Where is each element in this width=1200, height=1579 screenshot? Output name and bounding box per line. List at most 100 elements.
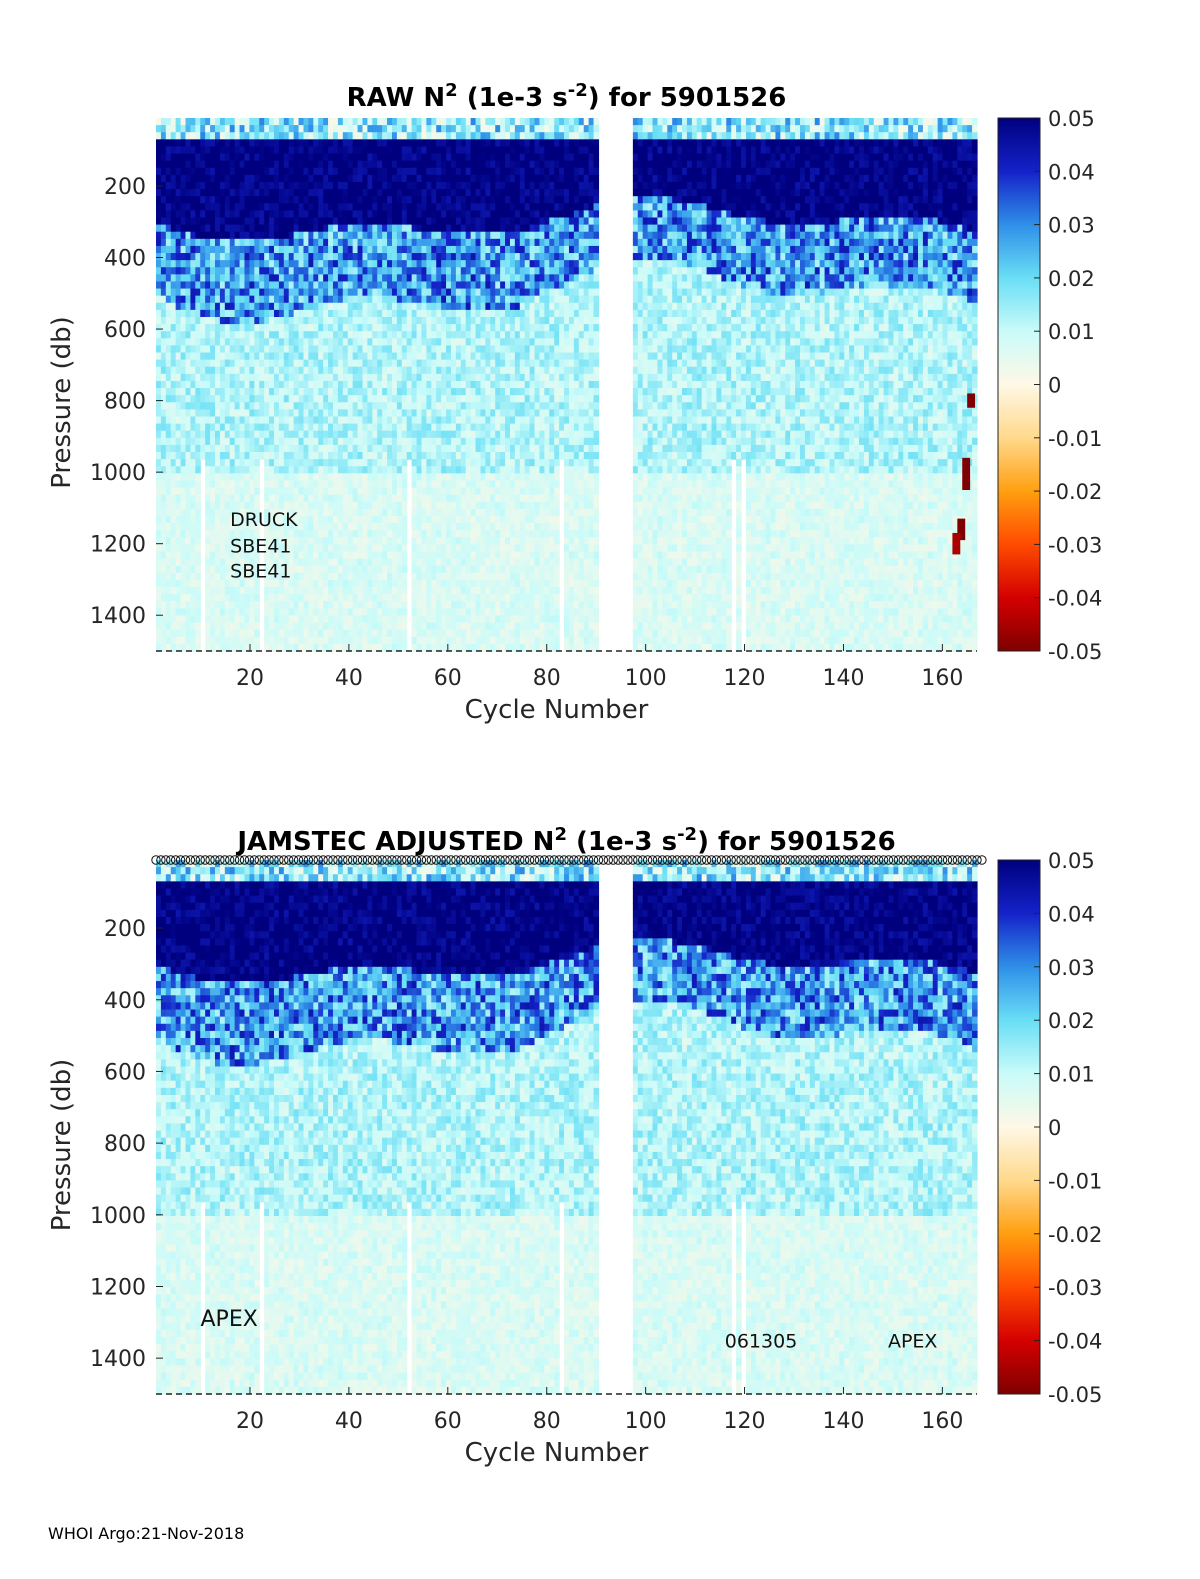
- heatmap-cell: [181, 566, 187, 574]
- heatmap-cell: [402, 289, 408, 297]
- heatmap-cell: [254, 495, 260, 503]
- heatmap-cell: [313, 353, 319, 361]
- heatmap-cell: [235, 431, 241, 439]
- heatmap-cell: [289, 338, 295, 346]
- heatmap-cell: [480, 466, 486, 474]
- heatmap-cell: [156, 367, 162, 375]
- heatmap-cell: [402, 296, 408, 304]
- heatmap-cell: [397, 139, 403, 147]
- heatmap-cell: [421, 168, 427, 176]
- heatmap-cell: [249, 232, 255, 240]
- heatmap-cell: [249, 260, 255, 268]
- heatmap-cell: [299, 324, 305, 332]
- heatmap-cell: [210, 580, 216, 588]
- heatmap-cell: [446, 459, 452, 467]
- heatmap-cell: [348, 239, 354, 247]
- heatmap-cell: [466, 566, 472, 574]
- heatmap-cell: [269, 281, 275, 289]
- heatmap-cell: [421, 203, 427, 211]
- heatmap-cell: [264, 452, 270, 460]
- heatmap-cell: [230, 381, 236, 389]
- heatmap-cell: [176, 253, 182, 261]
- heatmap-cell: [451, 452, 457, 460]
- heatmap-cell: [294, 161, 300, 169]
- heatmap-cell: [480, 452, 486, 460]
- heatmap-cell: [392, 374, 398, 382]
- heatmap-cell: [377, 388, 383, 396]
- heatmap-cell: [471, 416, 477, 424]
- heatmap-cell: [244, 196, 250, 204]
- heatmap-cell: [456, 360, 462, 368]
- heatmap-cell: [451, 601, 457, 609]
- heatmap-cell: [358, 388, 364, 396]
- heatmap-cell: [166, 594, 172, 602]
- heatmap-cell: [205, 118, 211, 126]
- heatmap-cell: [254, 395, 260, 403]
- heatmap-cell: [412, 246, 418, 254]
- heatmap-cell: [417, 345, 423, 353]
- heatmap-cell: [353, 360, 359, 368]
- heatmap-cell: [343, 217, 349, 225]
- heatmap-cell: [171, 452, 177, 460]
- heatmap-cell: [382, 203, 388, 211]
- heatmap-cell: [480, 203, 486, 211]
- heatmap-cell: [421, 253, 427, 261]
- heatmap-cell: [215, 395, 221, 403]
- heatmap-cell: [323, 324, 329, 332]
- heatmap-cell: [308, 189, 314, 197]
- heatmap-cell: [466, 210, 472, 218]
- heatmap-cell: [254, 175, 260, 183]
- heatmap-cell: [441, 296, 447, 304]
- heatmap-cell: [215, 324, 221, 332]
- heatmap-cell: [259, 381, 265, 389]
- heatmap-cell: [421, 381, 427, 389]
- heatmap-cell: [387, 125, 393, 133]
- heatmap-cell: [461, 260, 467, 268]
- heatmap-cell: [308, 544, 314, 552]
- heatmap-cell: [156, 594, 162, 602]
- heatmap-cell: [210, 523, 216, 531]
- heatmap-cell: [431, 296, 437, 304]
- heatmap-cell: [328, 260, 334, 268]
- heatmap-cell: [244, 296, 250, 304]
- heatmap-cell: [299, 232, 305, 240]
- heatmap-cell: [476, 530, 482, 538]
- heatmap-cell: [436, 431, 442, 439]
- heatmap-cell: [308, 345, 314, 353]
- heatmap-cell: [195, 267, 201, 275]
- heatmap-cell: [387, 374, 393, 382]
- heatmap-cell: [348, 232, 354, 240]
- heatmap-cell: [451, 573, 457, 581]
- heatmap-cell: [402, 317, 408, 325]
- heatmap-cell: [333, 573, 339, 581]
- heatmap-cell: [358, 154, 364, 162]
- heatmap-cell: [417, 637, 423, 645]
- heatmap-cell: [318, 488, 324, 496]
- heatmap-cell: [382, 303, 388, 311]
- heatmap-cell: [176, 409, 182, 417]
- heatmap-cell: [249, 132, 255, 140]
- heatmap-cell: [348, 409, 354, 417]
- heatmap-cell: [264, 196, 270, 204]
- heatmap-cell: [215, 530, 221, 538]
- heatmap-cell: [353, 303, 359, 311]
- heatmap-cell: [220, 132, 226, 140]
- heatmap-cell: [446, 466, 452, 474]
- heatmap-cell: [225, 203, 231, 211]
- heatmap-cell: [372, 289, 378, 297]
- heatmap-cell: [476, 260, 482, 268]
- heatmap-cell: [323, 296, 329, 304]
- heatmap-cell: [294, 452, 300, 460]
- heatmap-cell: [343, 154, 349, 162]
- heatmap-cell: [431, 353, 437, 361]
- heatmap-cell: [318, 416, 324, 424]
- heatmap-cell: [166, 260, 172, 268]
- heatmap-cell: [348, 132, 354, 140]
- heatmap-cell: [446, 125, 452, 133]
- heatmap-cell: [426, 537, 432, 545]
- heatmap-cell: [303, 161, 309, 169]
- heatmap-cell: [328, 402, 334, 410]
- heatmap-cell: [362, 523, 368, 531]
- heatmap-cell: [441, 154, 447, 162]
- heatmap-cell: [264, 431, 270, 439]
